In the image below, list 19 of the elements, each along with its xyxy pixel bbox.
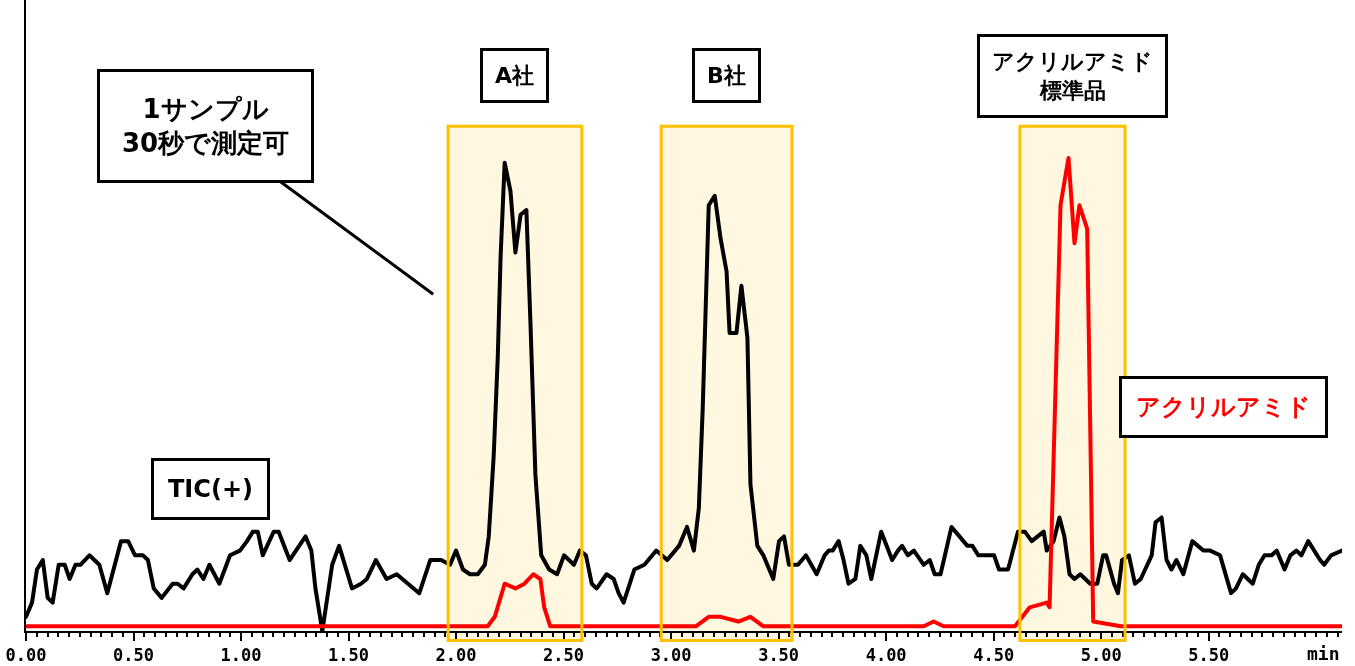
x-tick-label: 2.00 (435, 645, 477, 666)
band-label: アクリルアミド標準品 (992, 49, 1153, 103)
x-tick-label: 0.00 (5, 645, 47, 666)
band-label: B社 (707, 63, 746, 88)
text: 1サンプル 30秒で測定可 (122, 94, 290, 158)
x-tick-label: 5.50 (1188, 645, 1230, 666)
series-label: アクリルアミド (1136, 393, 1311, 421)
x-tick-label: 4.00 (865, 645, 907, 666)
x-tick-label: 1.00 (220, 645, 262, 666)
x-tick-label: 5.00 (1080, 645, 1122, 666)
x-tick-label: 0.50 (113, 645, 154, 666)
x-tick-label: 3.00 (650, 645, 692, 666)
series-label: TIC(+) (168, 475, 253, 503)
x-tick-label: 4.50 (973, 645, 1015, 666)
x-tick-label: 1.50 (328, 645, 370, 666)
band-label: A社 (495, 63, 535, 88)
x-tick-label: 3.50 (758, 645, 800, 666)
x-tick-label: 2.50 (543, 645, 585, 666)
x-axis-title: min (1307, 643, 1340, 664)
